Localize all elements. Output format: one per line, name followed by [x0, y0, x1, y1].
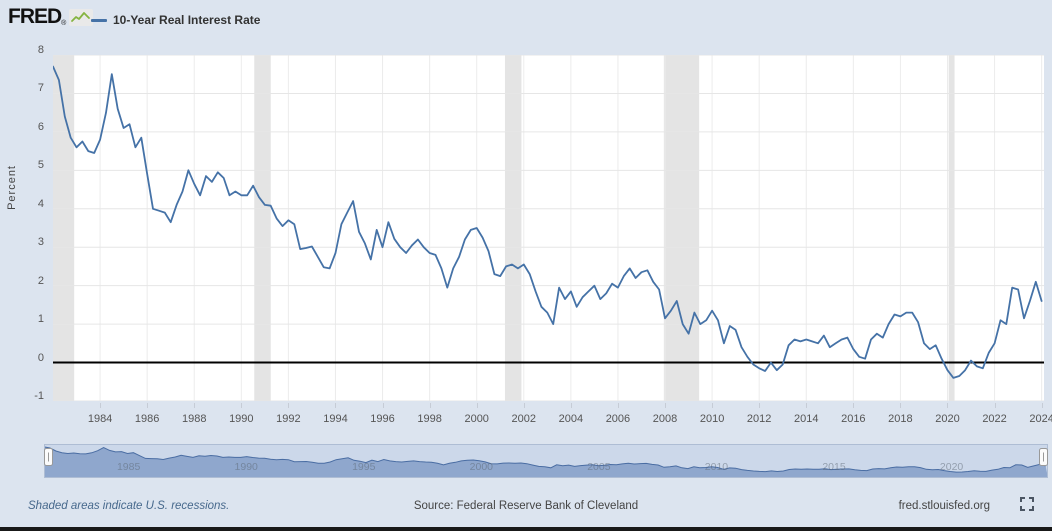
x-axis-tick	[523, 403, 525, 408]
x-axis-tick	[100, 403, 102, 408]
x-axis-tick	[994, 403, 996, 408]
x-axis-label: 2022	[982, 413, 1007, 425]
legend-series-label: 10-Year Real Interest Rate	[113, 13, 261, 27]
x-axis-tick	[806, 403, 808, 408]
x-axis-tick	[712, 403, 714, 408]
x-axis-tick	[900, 403, 902, 408]
navigator-year-label: 2005	[587, 461, 611, 473]
recession-band	[663, 55, 700, 401]
site-link[interactable]: fred.stlouisfed.org	[898, 500, 990, 512]
y-axis-label: 6	[37, 120, 44, 133]
x-axis-tick	[617, 403, 619, 408]
legend-item[interactable]: 10-Year Real Interest Rate	[91, 13, 260, 27]
y-axis-label: 2	[37, 274, 44, 287]
range-selector[interactable]: 1985 1990 1995 2000 2005 2010 2015 2020	[43, 444, 1048, 478]
fred-sparkline-icon	[69, 8, 94, 26]
x-axis-label: 2004	[558, 413, 584, 425]
x-axis-tick	[947, 403, 949, 408]
x-axis-label: 1992	[276, 413, 301, 425]
x-axis-tick	[288, 403, 290, 408]
x-axis-label: 1984	[87, 413, 113, 425]
x-axis-label: 2018	[888, 413, 913, 425]
y-axis-label: 1	[37, 313, 44, 326]
x-axis-label: 2014	[794, 413, 819, 425]
x-axis-tick	[241, 403, 243, 408]
x-axis-label: 1994	[323, 413, 348, 425]
x-axis-label: 2020	[935, 413, 960, 425]
bottom-border-bar	[0, 527, 1052, 531]
recession-band	[254, 55, 271, 401]
x-axis-label: 2002	[511, 413, 537, 425]
navigator-year-label: 1985	[117, 461, 141, 473]
series-line	[52, 65, 1043, 379]
x-axis-tick	[570, 403, 572, 408]
source-text: Source: Federal Reserve Bank of Clevelan…	[413, 500, 639, 512]
x-axis-tick	[147, 403, 149, 408]
y-axis-label: 8	[37, 44, 44, 56]
fullscreen-icon	[1020, 497, 1034, 511]
chart-footer: Shaded areas indicate U.S. recessions. S…	[0, 487, 1052, 523]
fred-logo-text: FRED	[8, 5, 62, 28]
y-axis-label: 5	[37, 159, 44, 172]
navigator-year-label: 2000	[470, 461, 494, 473]
recession-band	[948, 55, 955, 401]
x-axis-tick	[853, 403, 855, 408]
y-axis-label: 7	[37, 82, 44, 95]
x-axis-label: 2000	[464, 413, 489, 425]
y-axis-label: 0	[37, 351, 44, 364]
recession-band	[504, 55, 522, 401]
x-axis-tick	[335, 403, 337, 408]
fullscreen-button[interactable]	[1020, 497, 1036, 513]
x-axis-tick	[476, 403, 478, 408]
x-axis-label: 2016	[841, 413, 866, 425]
legend-line-swatch	[91, 18, 107, 22]
navigator-year-label: 2015	[822, 461, 846, 473]
navigator-year-label: 1990	[235, 461, 259, 473]
x-axis-label: 1986	[134, 413, 160, 425]
x-axis-tick	[194, 403, 196, 408]
x-axis-label: 2024	[1029, 413, 1052, 425]
x-axis-label: 1990	[229, 413, 254, 425]
x-axis-tick	[429, 403, 431, 408]
navigator-handle-right[interactable]	[1039, 448, 1048, 466]
x-axis-tick	[759, 403, 761, 408]
navigator-area	[44, 446, 1048, 478]
x-axis-tick	[382, 403, 384, 408]
chart-header: FRED ® 10-Year Real Interest Rate	[0, 0, 1052, 40]
x-axis-label: 2006	[605, 413, 631, 425]
y-axis-label: 3	[37, 236, 44, 249]
x-axis-label: 1998	[417, 413, 442, 425]
x-axis-label: 1996	[370, 413, 395, 425]
chart-plot-area[interactable]	[52, 54, 1044, 402]
navigator-handle-left[interactable]	[44, 448, 53, 466]
y-axis-label: -1	[34, 390, 44, 402]
navigator-year-label: 2010	[705, 461, 729, 473]
navigator-year-label: 1995	[352, 461, 376, 473]
recession-note: Shaded areas indicate U.S. recessions.	[28, 500, 230, 512]
y-axis-label: 4	[37, 197, 44, 210]
x-axis-label: 2008	[652, 413, 678, 425]
fred-logo[interactable]: FRED ®	[8, 5, 94, 28]
x-axis-label: 2010	[699, 413, 725, 425]
x-axis-label: 2012	[746, 413, 772, 425]
x-axis-tick	[665, 403, 667, 408]
registered-mark: ®	[61, 19, 67, 27]
recession-band	[53, 55, 75, 401]
navigator-year-label: 2020	[940, 461, 964, 473]
x-axis-tick	[1041, 403, 1043, 408]
x-axis-label: 1988	[181, 413, 207, 425]
